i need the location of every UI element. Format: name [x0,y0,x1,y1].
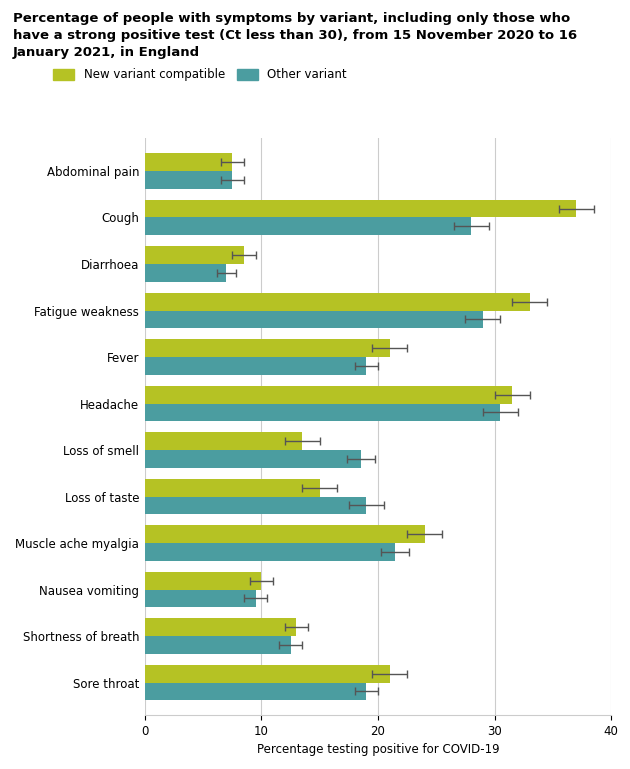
Bar [145,618,297,636]
Bar [145,218,471,235]
Bar [145,683,367,701]
Bar [145,264,227,281]
Bar [145,479,320,497]
Bar [145,590,256,608]
Text: Percentage of people with symptoms by variant, including only those who
have a s: Percentage of people with symptoms by va… [13,12,576,58]
Bar [145,572,261,590]
Bar [145,200,576,218]
Bar [145,293,529,311]
Bar [145,357,367,375]
Bar [145,450,360,468]
Bar [145,525,425,543]
Bar [145,432,302,450]
Bar [145,665,389,683]
X-axis label: Percentage testing positive for COVID-19: Percentage testing positive for COVID-19 [256,744,500,757]
Bar [145,153,232,171]
Bar [145,386,512,404]
Bar [145,339,389,357]
Bar [145,636,290,654]
Bar [145,404,500,421]
Bar [145,171,232,188]
Bar [145,497,367,514]
Bar [145,246,244,264]
Bar [145,543,396,561]
Bar [145,311,483,328]
Legend: New variant compatible, Other variant: New variant compatible, Other variant [49,64,352,86]
